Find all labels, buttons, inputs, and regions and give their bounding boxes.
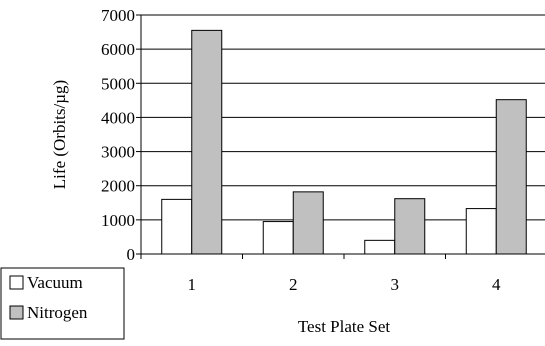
y-tick-label: 2000 [101, 177, 135, 196]
y-tick-labels: 0 1000 2000 3000 4000 5000 6000 7000 [101, 6, 135, 264]
bar-nitrogen-1 [191, 29, 223, 255]
x-tick-label: 3 [391, 275, 400, 294]
y-tick-label: 7000 [101, 6, 135, 25]
x-tick-label: 1 [188, 275, 197, 294]
bar-nitrogen-3 [394, 198, 426, 255]
bar-vacuum-1 [161, 198, 193, 255]
bar-vacuum-3 [364, 239, 396, 255]
bar-vacuum-2 [262, 221, 294, 255]
x-tick-labels: 1 2 3 4 [188, 275, 502, 294]
y-tick-label: 5000 [101, 74, 135, 93]
bar-nitrogen-2 [292, 191, 324, 255]
y-tick-label: 1000 [101, 211, 135, 230]
x-axis-label: Test Plate Set [298, 317, 391, 336]
y-tick-label: 6000 [101, 40, 135, 59]
legend-label-nitrogen: Nitrogen [27, 303, 88, 322]
bar-nitrogen-4 [495, 99, 527, 255]
legend-swatch-vacuum [9, 275, 24, 290]
bar-vacuum-4 [465, 208, 497, 255]
legend: Vacuum Nitrogen [0, 267, 125, 340]
legend-label-vacuum: Vacuum [27, 273, 83, 292]
x-tick-label: 4 [492, 275, 501, 294]
axes [136, 14, 545, 259]
y-tick-label: 0 [127, 245, 136, 264]
y-tick-label: 3000 [101, 143, 135, 162]
y-tick-label: 4000 [101, 108, 135, 127]
y-axis-label: Life (Orbits/µg) [50, 80, 69, 189]
legend-swatch-nitrogen [9, 305, 24, 320]
x-tick-label: 2 [289, 275, 298, 294]
bars [161, 29, 527, 255]
